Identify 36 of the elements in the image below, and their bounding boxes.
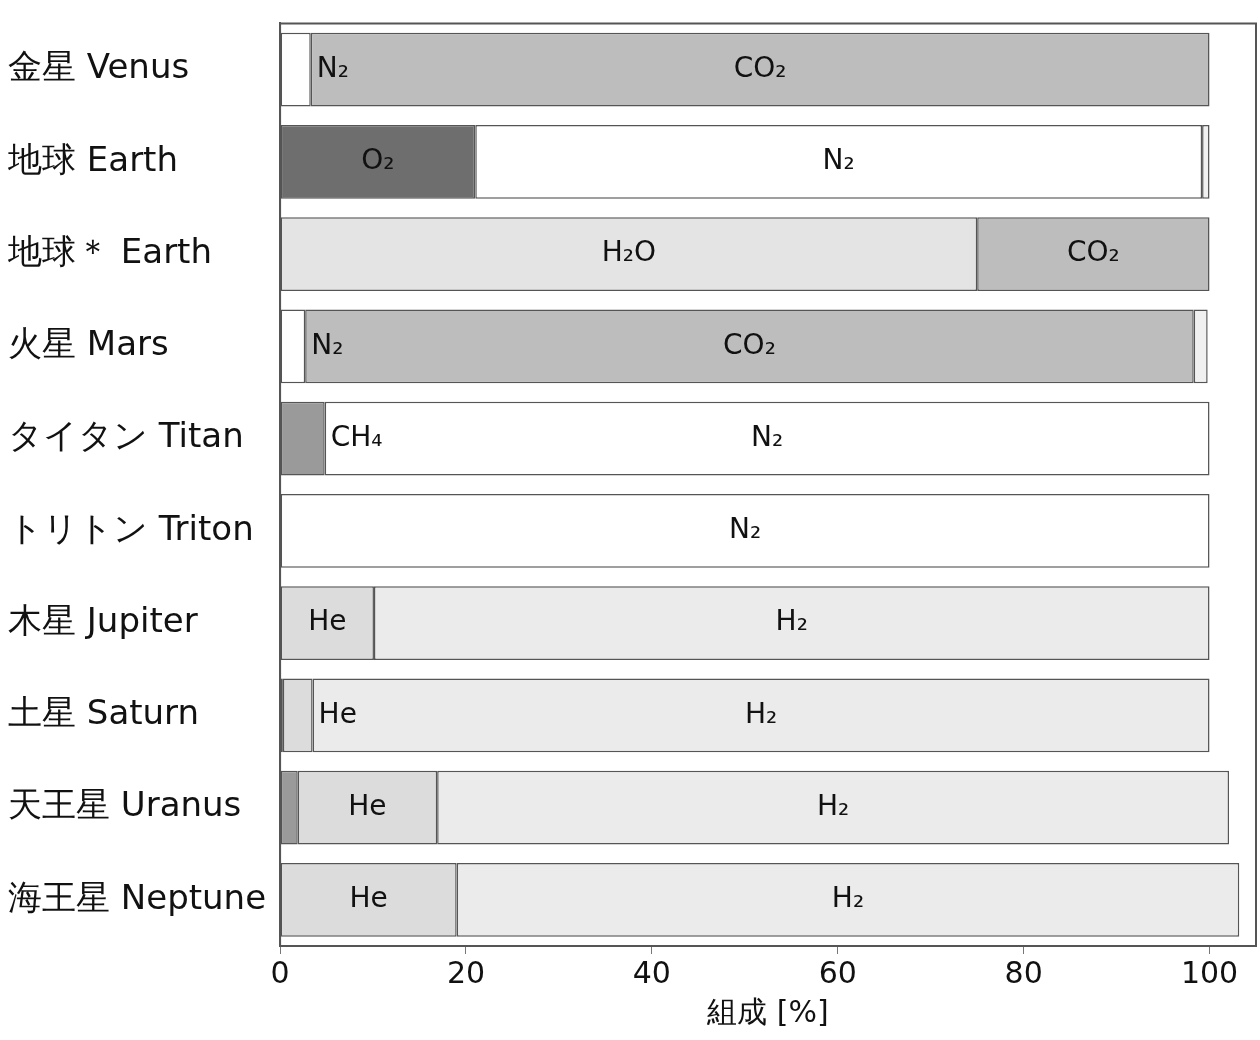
data-label: He <box>318 696 357 730</box>
y-tick-label: タイタン Titan <box>8 415 244 456</box>
data-label: H₂ <box>744 696 778 730</box>
x-tick-label: 80 <box>1004 954 1043 990</box>
data-label: CO₂ <box>1066 235 1120 269</box>
y-tick-label: 地球 Earth <box>7 138 178 179</box>
y-tick-label: 金星 Venus <box>8 46 190 87</box>
data-label: H₂ <box>831 881 865 915</box>
y-tick-label: 火星 Mars <box>8 323 169 364</box>
x-tick-label: 20 <box>446 954 486 990</box>
data-label: CH₄ <box>330 419 383 453</box>
data-label: H₂ <box>816 788 850 822</box>
data-label: H₂ <box>775 604 808 638</box>
y-tick-label: 土星 Saturn <box>8 692 200 733</box>
data-label: He <box>348 788 387 822</box>
data-label: N₂ <box>728 512 762 546</box>
y-tick-label: トリトン Triton <box>8 507 254 548</box>
y-tick-label: 海王星 Neptune <box>8 876 267 917</box>
data-label: N₂ <box>311 327 344 361</box>
data-label: N₂ <box>822 143 855 177</box>
data-label: He <box>308 604 347 638</box>
data-label: O₂ <box>361 143 395 177</box>
data-label: He <box>349 881 388 915</box>
data-label: CO₂ <box>723 327 776 361</box>
x-tick-label: 100 <box>1180 954 1239 990</box>
x-tick-label: 40 <box>632 954 671 990</box>
data-label: CO₂ <box>733 50 787 84</box>
data-label: N₂ <box>316 50 349 84</box>
x-tick-label: 60 <box>818 954 857 990</box>
y-tick-label: 天王星 Uranus <box>8 784 242 825</box>
x-axis-title: 組成 [%] <box>706 993 829 1029</box>
y-tick-label: 地球＊ Earth <box>7 230 212 271</box>
data-label: N₂ <box>751 419 784 453</box>
x-tick-label: 0 <box>270 954 290 990</box>
data-label: H₂O <box>601 235 657 269</box>
y-tick-label: 木星 Jupiter <box>8 599 198 640</box>
